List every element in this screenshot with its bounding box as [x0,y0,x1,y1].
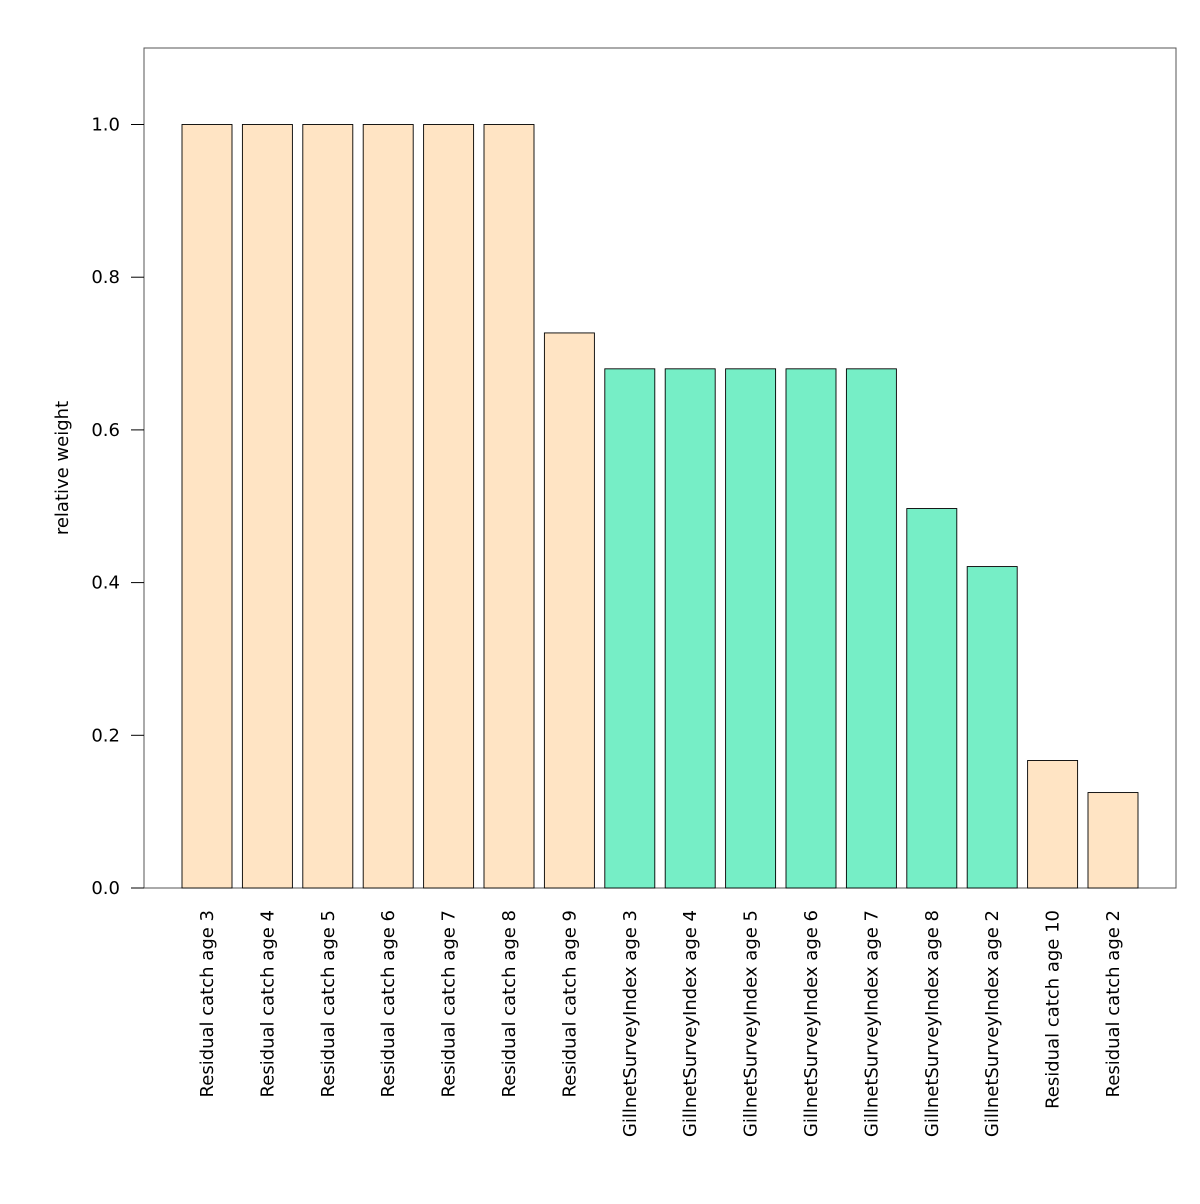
y-tick-label: 0.2 [91,725,120,746]
x-tick-label: Residual catch age 3 [197,910,218,1097]
plot-frame [143,47,1177,889]
x-tick-label: GillnetSurveyIndex age 8 [922,910,943,1137]
bar [906,508,958,889]
y-tick-label: 0.4 [91,573,120,594]
bars-group [181,124,1139,889]
x-tick-label: GillnetSurveyIndex age 5 [741,910,762,1137]
y-tick-label: 0.0 [91,878,120,899]
x-tick-label: Residual catch age 6 [378,910,399,1097]
y-tick-label: 0.8 [91,267,120,288]
x-tick-label: GillnetSurveyIndex age 3 [620,910,641,1137]
x-tick-label: Residual catch age 10 [1043,910,1064,1109]
bar [845,368,897,889]
bar [725,368,777,889]
bar [785,368,837,889]
x-axis-labels: Residual catch age 3 Residual catch age 4… [197,910,1124,1137]
x-tick-label: Residual catch age 8 [499,910,520,1097]
x-tick-label: Residual catch age 7 [439,910,460,1097]
bar [604,368,656,889]
x-tick-label: Residual catch age 4 [257,910,278,1097]
y-tick-label: 1.0 [91,115,120,136]
y-axis-title: relative weight [52,401,73,535]
x-tick-label: Residual catch age 5 [318,910,339,1097]
bar [966,566,1018,889]
bar [1027,760,1079,889]
bar [181,124,233,889]
bar [543,332,595,889]
x-tick-label: GillnetSurveyIndex age 2 [982,910,1003,1137]
bar [483,124,535,889]
x-tick-label: Residual catch age 2 [1103,910,1124,1097]
x-tick-label: GillnetSurveyIndex age 6 [801,910,822,1137]
y-axis: 0.0 0.2 0.4 0.6 0.8 1.0 [91,115,144,899]
bar [664,368,716,889]
bar [241,124,293,889]
bar [302,124,354,889]
y-tick-label: 0.6 [91,420,120,441]
x-tick-label: GillnetSurveyIndex age 4 [680,910,701,1137]
x-tick-label: GillnetSurveyIndex age 7 [861,910,882,1137]
bar [423,124,475,889]
x-tick-label: Residual catch age 9 [559,910,580,1097]
bar [362,124,414,889]
bar [1087,792,1139,889]
